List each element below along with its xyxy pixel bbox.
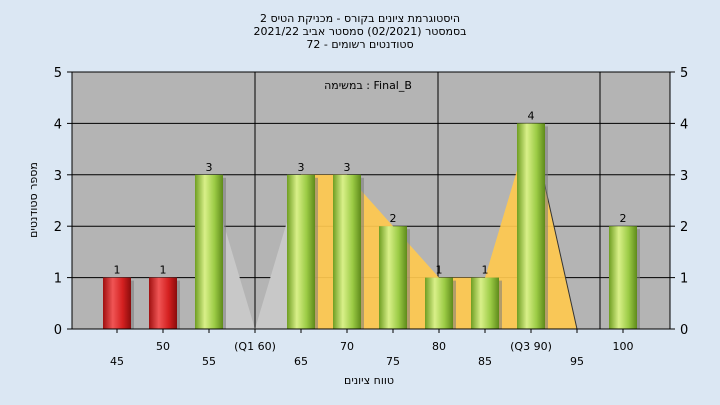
y-tick-label-right-1: 1 [680, 272, 688, 287]
bar-label-(Q3 90): 4 [528, 109, 535, 122]
y-tick-label-right-5: 5 [680, 66, 688, 81]
y-tick-label-right-4: 4 [680, 117, 688, 132]
bar-label-75: 2 [390, 212, 397, 225]
y-tick-label-left-3: 3 [54, 169, 62, 184]
y-tick-label-right-2: 2 [680, 220, 688, 235]
x-tick-label-3: (Q1 60) [234, 340, 276, 353]
x-tick-label-7: 80 [432, 340, 446, 353]
bar-label-100: 2 [620, 212, 627, 225]
bar-100 [609, 226, 637, 329]
title-line-1: היסטוגרמת ציונים בקורס - מכניקת הטיס 2 [260, 12, 460, 25]
area-gray [209, 174, 301, 329]
y-tick-label-right-0: 0 [680, 323, 688, 338]
x-tick-label-8: 85 [478, 355, 492, 368]
bar-label-85: 1 [482, 264, 489, 277]
y-tick-labels-left: 0 1 2 3 4 5 [54, 66, 62, 338]
bar-70 [333, 174, 361, 329]
y-tick-label-left-0: 0 [54, 323, 62, 338]
bar-label-65: 3 [298, 161, 305, 174]
axes [67, 71, 675, 333]
task-label: במשימה : Final_B [324, 79, 412, 92]
x-tick-label-0: 45 [110, 355, 124, 368]
x-axis-label: טווח ציונים [344, 374, 394, 387]
x-tick-label-1: 50 [156, 340, 170, 353]
y-tick-labels-right: 0 1 2 3 4 5 [680, 66, 688, 338]
x-tick-label-2: 55 [202, 355, 216, 368]
bar-value-labels: 1 1 3 3 3 2 1 1 4 2 [114, 109, 627, 276]
y-axis-label: מספר סטודנטים [27, 162, 40, 238]
x-tick-label-5: 70 [340, 340, 354, 353]
bar-75 [379, 226, 407, 329]
bars [103, 123, 640, 330]
title-line-2: בסמסטר (02/2021) סמסטר אביב 2021/22 [253, 25, 466, 38]
bar-(Q3 90) [517, 123, 545, 330]
y-tick-label-left-2: 2 [54, 220, 62, 235]
bar-45 [103, 277, 131, 329]
y-tick-label-left-1: 1 [54, 272, 62, 287]
bar-label-45: 1 [114, 264, 121, 277]
chart-title: היסטוגרמת ציונים בקורס - מכניקת הטיס 2 ב… [253, 12, 466, 51]
bar-label-55: 3 [206, 161, 213, 174]
x-tick-label-4: 65 [294, 355, 308, 368]
area-yellow [301, 123, 577, 330]
y-tick-label-left-5: 5 [54, 66, 62, 81]
y-tick-label-right-3: 3 [680, 169, 688, 184]
x-tick-label-11: 100 [613, 340, 634, 353]
bar-80 [425, 277, 453, 329]
title-line-3: סטודנטים רשומים - 72 [306, 38, 413, 51]
bar-label-50: 1 [160, 264, 167, 277]
bar-label-70: 3 [344, 161, 351, 174]
y-tick-label-left-4: 4 [54, 117, 62, 132]
bar-65 [287, 174, 315, 329]
x-tick-label-9: (Q3 90) [510, 340, 552, 353]
x-tick-label-10: 95 [570, 355, 584, 368]
bar-label-80: 1 [436, 264, 443, 277]
bar-50 [149, 277, 177, 329]
bar-55 [195, 174, 223, 329]
x-tick-label-6: 75 [386, 355, 400, 368]
x-tick-labels: 45 50 55 (Q1 60) 65 70 75 80 85 (Q3 90) 95 100 [110, 340, 634, 368]
bar-85 [471, 277, 499, 329]
